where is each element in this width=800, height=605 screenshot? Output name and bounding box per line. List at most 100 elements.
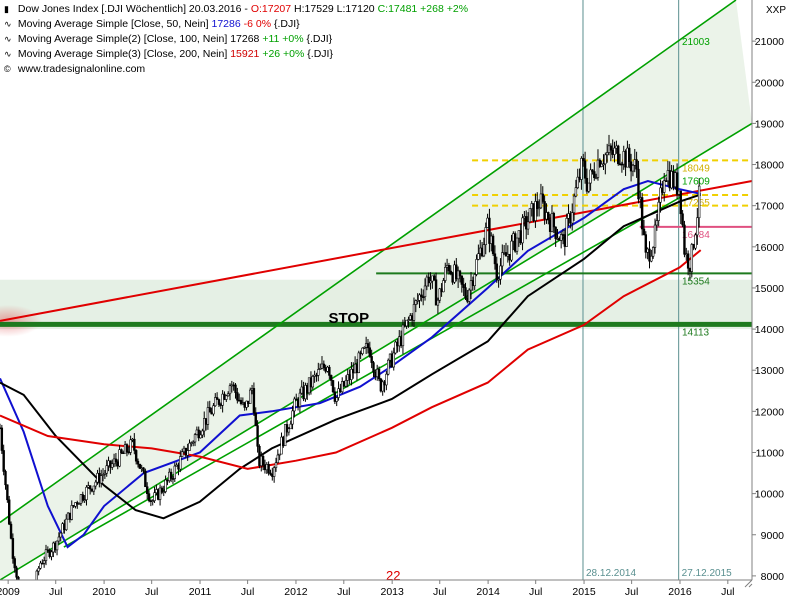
price-bar-body [361,347,364,354]
price-bar-body [46,549,50,552]
horizontal-level-label: 18049 [682,163,710,174]
price-bar-body [444,267,447,281]
resize-grip-icon [744,579,753,588]
price-bar-body [563,234,567,247]
price-bar-body [144,470,147,488]
price-bar-body [317,369,320,376]
price-bar-body [90,488,94,492]
price-bar-body [648,248,651,262]
price-bar-body [123,444,127,454]
price-bar-body [600,163,603,167]
price-bar-body [456,270,460,280]
legend-ma200: ∿ Moving Average Simple(3) [Close, 200, … [4,47,468,62]
price-bar-body [295,398,298,401]
price-bar-body [127,451,130,454]
price-bar-body [497,278,500,281]
wave-icon: ∿ [4,19,12,29]
price-bar-body [598,159,602,167]
price-bar-body [289,423,292,430]
price-bar-body [534,201,537,221]
price-bar-body [307,377,311,394]
price-bar-body [118,449,121,467]
price-bar-body [467,289,471,302]
price-bar-body [574,187,578,197]
y-tick-label: 18000 [755,160,784,172]
price-bar-body [254,412,257,426]
price-bar-body [615,145,618,149]
price-bar-body [166,479,169,482]
price-bar-body [624,151,627,168]
price-bar-body [11,538,15,559]
price-bars [0,134,701,605]
price-bar-body [0,427,4,451]
price-bar-body [79,494,83,504]
price-bar-body [171,478,175,480]
price-bar-body [401,324,405,347]
price-bar-body [650,255,653,262]
legend-source-url[interactable]: www.tradesignalonline.com [17,63,146,75]
grid: 28.12.2014 27.12.2015 [582,0,732,580]
price-bar-body [491,235,495,255]
price-bar-body [653,224,657,248]
price-bar-body [541,193,544,202]
price-bar-body [569,213,572,224]
price-bar-body [410,315,414,321]
price-bar-body [68,512,72,520]
legend-ma100: ∿ Moving Average Simple(2) [Close, 100, … [4,32,468,47]
price-bar-body [329,375,333,381]
y-axis-panel [752,0,800,600]
price-bar-body [679,190,682,215]
price-bar-body [260,455,263,466]
price-bar-body [169,471,173,479]
price-bar-body [249,389,252,404]
price-bar-body [607,145,611,153]
price-bar-body [499,265,502,280]
price-bar-body [517,230,521,239]
price-bar-body [291,410,294,425]
price-bar-body [556,238,559,240]
x-tick-label: Jul [721,586,734,598]
price-bar-body [296,399,300,407]
y-tick-label: 11000 [756,447,785,459]
price-bar-body [502,252,506,254]
price-bar-body [453,264,456,283]
price-bar-body [646,248,649,253]
x-tick-label: 2012 [284,586,308,598]
price-bar-body [672,171,675,188]
price-bar-body [322,363,326,368]
price-bar-body [416,300,419,302]
price-bar-body [57,536,61,542]
price-bar-body [392,352,395,368]
price-bar-body [7,499,11,525]
price-bar-body [466,297,469,302]
price-bar-body [326,366,329,372]
price-bar-body [377,368,381,380]
price-bar-body [245,400,248,408]
price-bar-body [501,252,504,267]
price-bar-body [488,217,491,244]
price-bar-body [558,238,561,241]
price-bar-body [473,274,476,287]
price-bar-body [580,158,583,180]
price-bar-body [479,247,482,254]
price-bar-body [396,341,399,347]
price-bar-body [263,464,267,471]
price-bar-body [565,217,568,247]
price-bar-body [436,299,440,306]
price-bar-body [471,280,475,287]
price-bar-body [512,233,515,242]
legend-ma200-sym: {.DJI} [307,48,333,60]
price-bar-body [302,386,305,400]
price-bar-body [173,465,176,479]
price-bar-body [427,276,430,284]
price-bar-body [81,494,84,501]
price-bar-body [203,418,206,432]
price-bar-body [572,195,576,213]
price-bar-body [66,512,70,520]
price-bar-body [385,373,388,386]
price-bar-body [383,381,386,386]
price-bar-body [368,347,372,357]
price-bar-body [140,467,143,470]
legend-open: O:17207 [250,3,292,15]
